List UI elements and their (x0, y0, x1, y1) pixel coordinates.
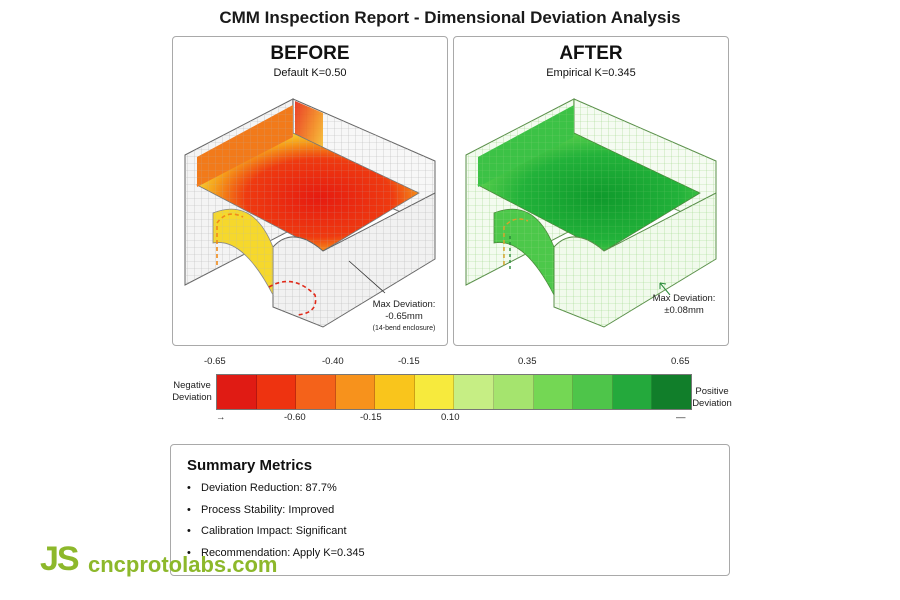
before-heading: BEFORE (270, 43, 350, 64)
summary-item-recommendation: Recommendation: Apply K=0.345 (187, 543, 365, 565)
scale-swatch (573, 375, 613, 409)
scale-swatch (335, 375, 376, 409)
scale-bottom-tick: 0.10 (441, 412, 460, 423)
logo-mark: JS (40, 540, 80, 578)
scale-color-bar (216, 374, 692, 410)
after-max-value: ±0.08mm (664, 305, 704, 316)
scale-positive-label: Positive Deviation (692, 386, 732, 409)
scale-swatch (375, 375, 415, 409)
after-k-value: Empirical K=0.345 (546, 67, 636, 79)
after-enclosure-model (465, 98, 717, 328)
scale-arrow-left: → (216, 412, 226, 423)
before-max-value: -0.65mm (385, 311, 423, 322)
summary-list: Deviation Reduction: 87.7% Process Stabi… (187, 478, 365, 564)
before-panel: BEFORE Default K=0.50 Max Deviation: -0.… (172, 36, 448, 346)
before-enclosure-model (184, 98, 436, 328)
before-max-deviation: Max Deviation: -0.65mm (14-bend enclosur… (361, 299, 447, 335)
scale-swatch (454, 375, 495, 409)
summary-metrics-box: Summary Metrics Deviation Reduction: 87.… (170, 444, 730, 576)
report-title: CMM Inspection Report - Dimensional Devi… (219, 8, 681, 27)
scale-top-tick: -0.65 (204, 356, 226, 367)
scale-bottom-tick: -0.15 (360, 412, 382, 423)
summary-item-process-stability: Process Stability: Improved (187, 500, 365, 522)
summary-title: Summary Metrics (187, 457, 313, 474)
scale-top-tick: -0.15 (398, 356, 420, 367)
after-heading: AFTER (559, 43, 623, 64)
scale-swatch (414, 375, 455, 409)
after-max-label: Max Deviation: (652, 293, 716, 304)
summary-item-calibration-impact: Calibration Impact: Significant (187, 521, 365, 543)
summary-item-deviation-reduction: Deviation Reduction: 87.7% (187, 478, 365, 500)
scale-swatch (652, 375, 691, 409)
scale-bottom-tick: -0.60 (284, 412, 306, 423)
scale-top-tick: 0.65 (671, 356, 690, 367)
scale-swatch (612, 375, 653, 409)
scale-swatch (296, 375, 336, 409)
scale-top-tick: 0.35 (518, 356, 537, 367)
before-max-label: Max Deviation: (372, 299, 436, 310)
scale-top-tick: -0.40 (322, 356, 344, 367)
scale-arrow-right: — (676, 412, 686, 423)
scale-swatch (217, 375, 257, 409)
deviation-color-scale: -0.65 -0.40 -0.15 0.35 0.65 Negative Dev… (170, 352, 732, 432)
logo-text: cncprotolabs.com (88, 552, 278, 577)
before-k-value: Default K=0.50 (273, 67, 347, 79)
scale-swatch (533, 375, 574, 409)
scale-negative-label: Negative Deviation (172, 380, 212, 403)
scale-swatch (256, 375, 297, 409)
after-panel: AFTER Empirical K=0.345 Max Deviation: ±… (453, 36, 729, 346)
before-max-note: (14-bend enclosure) (372, 325, 436, 332)
after-max-deviation: Max Deviation: ±0.08mm (644, 293, 724, 317)
scale-swatch (494, 375, 534, 409)
